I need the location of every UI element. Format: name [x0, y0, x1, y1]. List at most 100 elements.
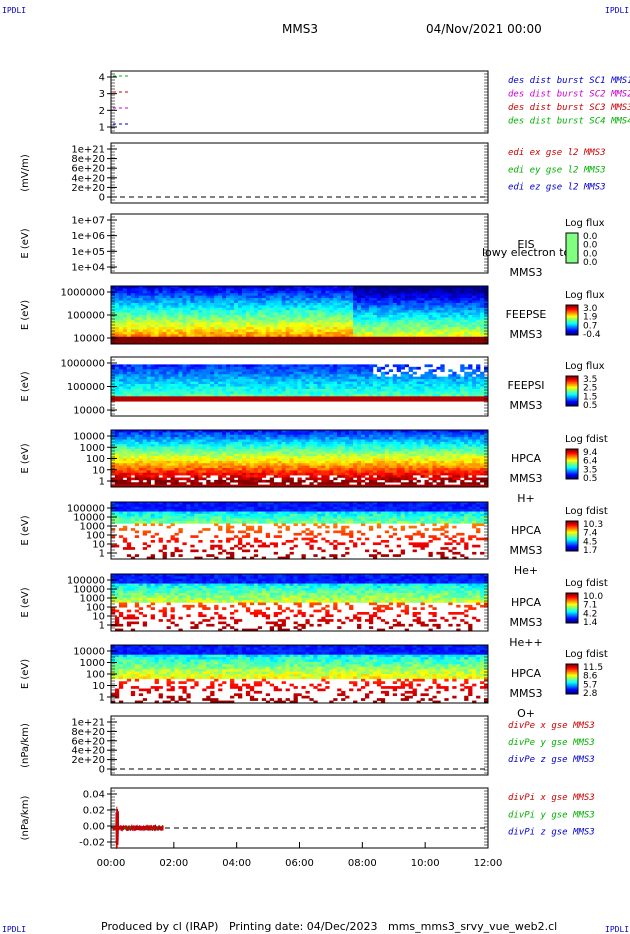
spectrogram-cell [202, 374, 207, 377]
spectrogram-cell [321, 298, 326, 301]
spectrogram-cell [444, 307, 449, 311]
spectrogram-cell [114, 430, 120, 433]
spectrogram-cell [218, 398, 223, 402]
spectrogram-cell [150, 307, 155, 311]
spectrogram-cell [329, 329, 334, 333]
spectrogram-cell [194, 374, 199, 377]
spectrogram-cell [162, 381, 167, 385]
spectrogram-cell [178, 298, 183, 301]
spectrogram-cell [126, 295, 132, 299]
spectrogram-cell [265, 364, 271, 368]
spectrogram-cell [305, 324, 310, 328]
spectrogram-cell [269, 324, 275, 328]
spectrogram-cell [313, 331, 318, 335]
colorbar-tick-label: 2.5 [583, 384, 597, 394]
spectrogram-cell [361, 376, 366, 380]
spectrogram-cell [118, 336, 124, 340]
spectrogram-cell [134, 371, 140, 375]
spectrogram-cell [384, 298, 390, 301]
spectrogram-cell [158, 434, 163, 438]
spectrogram-cell [158, 456, 163, 459]
spectrogram-cell [138, 396, 144, 400]
spectrogram-cell [428, 307, 433, 311]
spectrogram-cell [476, 376, 481, 380]
spectrogram-cell [277, 369, 282, 373]
spectrogram-cell [440, 398, 445, 402]
spectrogram-cell [293, 307, 298, 311]
spectrogram-cell [325, 317, 330, 321]
spectrogram-cell [420, 319, 425, 323]
spectrogram-cell [253, 482, 259, 485]
spectrogram-cell [214, 371, 219, 375]
spectrogram-cell [436, 396, 441, 400]
spectrogram-cell [226, 386, 231, 390]
spectrogram-cell [142, 468, 148, 471]
spectrogram-cell [325, 339, 330, 342]
spectrogram-cell [400, 290, 405, 294]
spectrogram-cell [230, 384, 235, 387]
spectrogram-cell [448, 286, 453, 289]
spectrogram-cell [428, 339, 433, 342]
spectrogram-cell [142, 396, 148, 400]
spectrogram-cell [122, 439, 128, 443]
spectrogram-cell [273, 460, 278, 464]
spectrogram-cell [170, 312, 175, 316]
spectrogram-cell [420, 307, 425, 311]
spectrogram-cell [372, 398, 378, 402]
spectrogram-cell [114, 437, 120, 440]
spectrogram-cell [222, 327, 227, 330]
spectrogram-cell [257, 453, 263, 457]
spectrogram-cell [206, 317, 211, 321]
spectrogram-cell [202, 324, 207, 328]
spectrogram-cell [408, 307, 413, 311]
spectrogram-cell [253, 286, 259, 289]
spectrogram-cell [237, 430, 243, 433]
spectrogram-cell [420, 393, 425, 397]
spectrogram-cell [146, 465, 151, 469]
spectrogram-cell [158, 482, 163, 485]
spectrogram-cell [253, 446, 259, 450]
spectrogram-cell [400, 312, 405, 316]
spectrogram-cell [408, 393, 413, 397]
spectrogram-cell [198, 432, 203, 436]
spectrogram-cell [174, 451, 179, 455]
spectrogram-cell [380, 288, 386, 292]
spectrogram-cell [138, 465, 144, 469]
spectrogram-cell [448, 381, 453, 385]
spectrogram-cell [226, 293, 231, 296]
spectrogram-cell [158, 290, 163, 294]
spectrogram-cell [198, 379, 203, 382]
spectrogram-cell [190, 379, 195, 382]
spectrogram-cell [126, 430, 132, 433]
spectrogram-cell [388, 379, 394, 382]
spectrogram-cell [277, 315, 282, 318]
spectrogram-cell [341, 310, 346, 313]
spectrogram-cell [309, 369, 314, 373]
spectrogram-cell [245, 460, 251, 464]
spectrogram-cell [261, 315, 267, 318]
spectrogram-cell [174, 315, 179, 318]
spectrogram-cell [380, 302, 386, 306]
spectrogram-cell [146, 293, 151, 296]
spectrogram-cell [349, 388, 354, 392]
spectrogram-cell [448, 334, 453, 338]
spectrogram-cell [230, 374, 235, 377]
spectrogram-cell [476, 336, 481, 340]
spectrogram-cell [154, 334, 159, 338]
spectrogram-cell [118, 298, 124, 301]
spectrogram-cell [321, 396, 326, 400]
spectrogram-cell [245, 396, 251, 400]
spectrogram-cell [174, 288, 179, 292]
spectrogram-cell [218, 341, 223, 345]
spectrogram-cell [472, 379, 477, 382]
spectrogram-cell [269, 451, 275, 455]
spectrogram-cell [146, 331, 151, 335]
spectrogram-cell [476, 305, 481, 309]
spectrogram-cell [408, 331, 413, 335]
spectrogram-cell [245, 398, 251, 402]
spectrogram-cell [182, 322, 187, 325]
colorbar-cell [566, 325, 578, 327]
spectrogram-cell [432, 379, 437, 382]
spectrogram-cell [230, 376, 235, 380]
spectrogram-cell [349, 334, 354, 338]
